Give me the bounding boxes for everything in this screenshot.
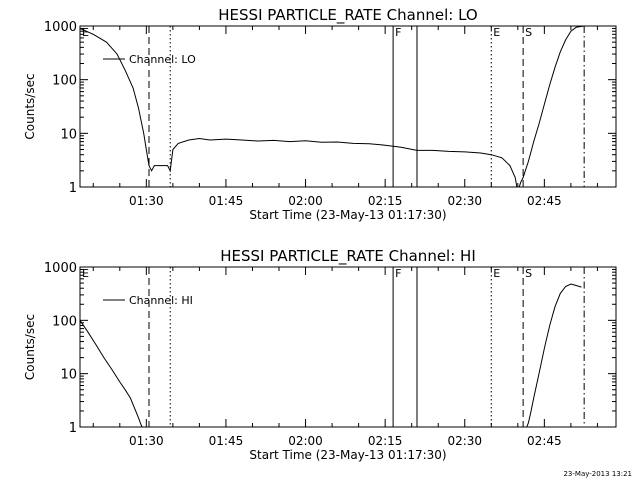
x-tick-label: 02:00 <box>288 434 323 448</box>
footer-timestamp: 23-May-2013 13:21 <box>563 470 632 478</box>
chart-title: HESSI PARTICLE_RATE Channel: HI <box>220 247 476 266</box>
y-tick-label: 1000 <box>44 20 77 35</box>
y-tick-label: 1000 <box>44 261 77 276</box>
event-marker-label: S <box>525 26 532 39</box>
plot-frame <box>79 25 617 188</box>
y-axis-label: Counts/sec <box>23 314 37 380</box>
event-marker-label: F <box>395 267 401 280</box>
event-marker-label: S <box>525 267 532 280</box>
legend-label: Channel: HI <box>129 294 193 307</box>
x-tick-label: 02:15 <box>368 434 403 448</box>
y-tick-label: 1 <box>69 421 77 436</box>
x-tick-label: 01:45 <box>209 194 244 208</box>
y-tick-label: 1 <box>69 181 77 196</box>
x-tick-label: 01:45 <box>209 434 244 448</box>
chart-0: HESSI PARTICLE_RATE Channel: LO Counts/se… <box>23 6 617 222</box>
chart-1: HESSI PARTICLE_RATE Channel: HI Counts/se… <box>23 247 617 462</box>
plot-frame <box>79 266 617 428</box>
series-line <box>80 26 585 187</box>
x-tick-label: 02:45 <box>527 194 562 208</box>
x-tick-label: 02:15 <box>368 194 403 208</box>
y-tick-label: 10 <box>60 127 77 142</box>
x-tick-label: 02:30 <box>447 434 482 448</box>
event-marker-label: F <box>395 26 401 39</box>
x-tick-label: 02:45 <box>527 434 562 448</box>
series-line <box>80 320 143 427</box>
y-tick-label: 10 <box>60 368 77 383</box>
event-marker-label: E <box>82 267 89 280</box>
x-tick-label: 01:30 <box>129 434 164 448</box>
series-line <box>526 283 582 427</box>
event-marker-label: E <box>493 267 500 280</box>
event-marker-label: E <box>493 26 500 39</box>
chart-title: HESSI PARTICLE_RATE Channel: LO <box>218 6 477 25</box>
x-axis-label: Start Time (23-May-13 01:17:30) <box>249 448 446 462</box>
x-axis-label: Start Time (23-May-13 01:17:30) <box>249 208 446 222</box>
y-axis-label: Counts/sec <box>23 73 37 139</box>
x-tick-label: 02:00 <box>288 194 323 208</box>
y-tick-label: 100 <box>52 314 77 329</box>
y-tick-label: 100 <box>52 74 77 89</box>
x-tick-label: 02:30 <box>447 194 482 208</box>
x-tick-label: 01:30 <box>129 194 164 208</box>
legend-label: Channel: LO <box>129 53 196 66</box>
event-marker-label: E <box>82 26 89 39</box>
